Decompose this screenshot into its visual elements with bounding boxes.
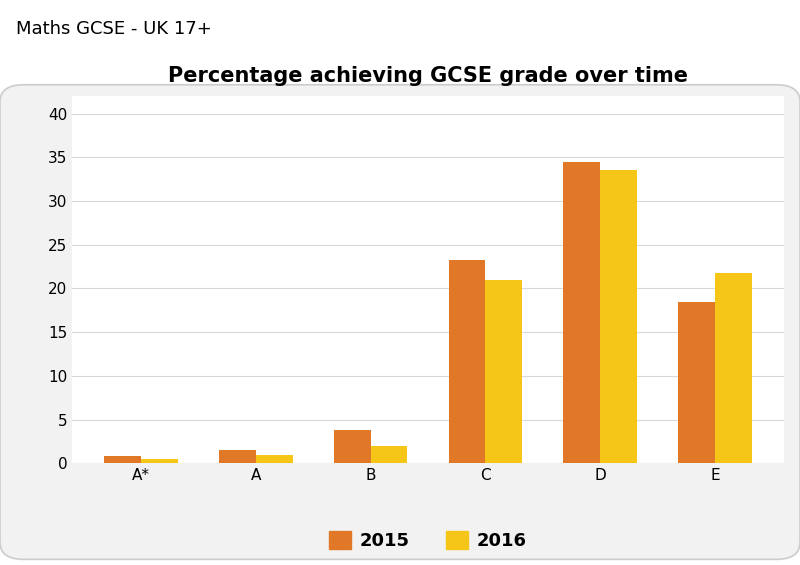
Bar (370, 446, 407, 463)
Bar (563, 162, 600, 463)
Text: Maths GCSE - UK 17+: Maths GCSE - UK 17+ (16, 20, 212, 38)
Legend: 2015, 2016: 2015, 2016 (322, 523, 534, 557)
Bar (141, 459, 178, 463)
Bar (600, 171, 637, 463)
Bar (334, 430, 370, 463)
Title: Percentage achieving GCSE grade over time: Percentage achieving GCSE grade over tim… (168, 66, 688, 86)
Bar (104, 457, 141, 463)
Bar (219, 450, 256, 463)
Bar (486, 280, 522, 463)
Bar (715, 273, 752, 463)
Bar (256, 455, 293, 463)
Bar (678, 302, 715, 463)
Bar (449, 259, 486, 463)
